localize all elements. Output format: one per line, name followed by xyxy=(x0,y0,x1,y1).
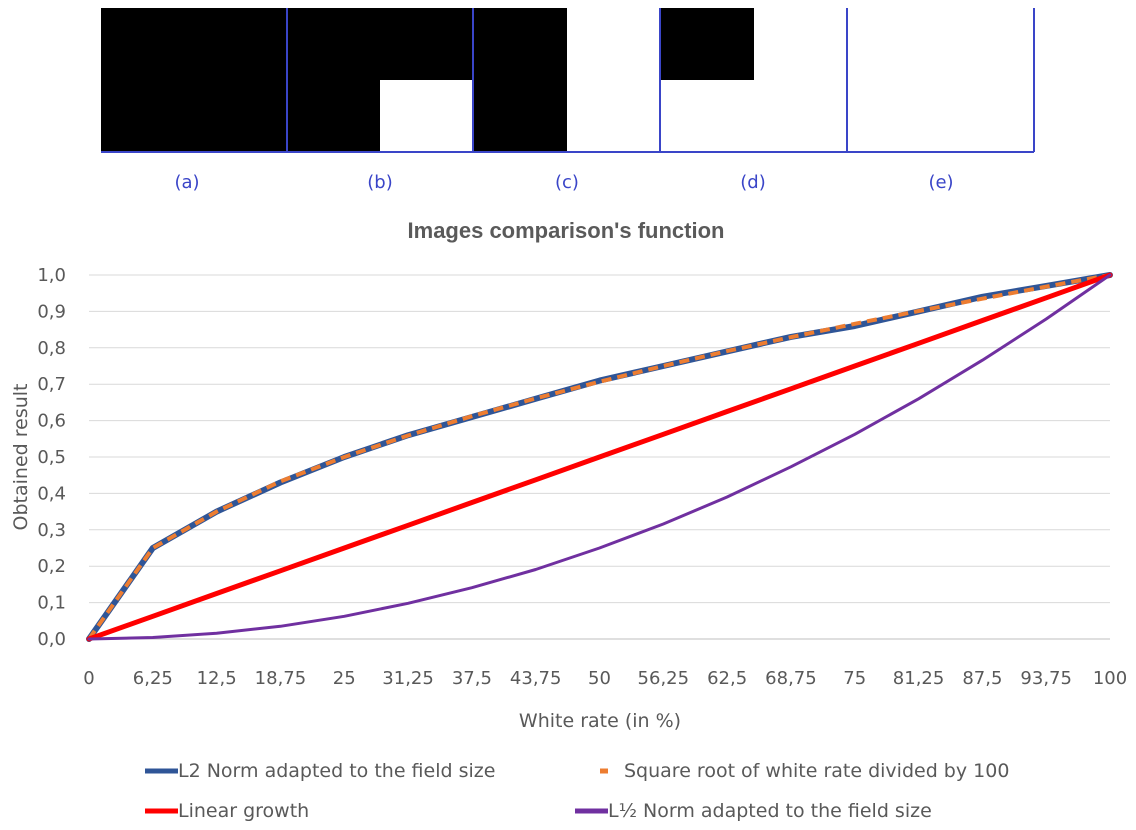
y-tick-label: 0,0 xyxy=(37,629,66,650)
y-tick-label: 0,1 xyxy=(37,593,66,614)
x-tick-label: 62,5 xyxy=(707,668,747,689)
panel-label-b: (b) xyxy=(367,172,392,193)
y-tick-label: 0,4 xyxy=(37,483,66,504)
y-tick-label: 0,5 xyxy=(37,447,66,468)
panel-label-d: (d) xyxy=(740,172,765,193)
x-axis-title: White rate (in %) xyxy=(519,710,681,732)
y-tick-label: 0,9 xyxy=(37,301,66,322)
series-lines xyxy=(86,272,1113,642)
x-tick-label: 50 xyxy=(588,668,611,689)
legend-label: L2 Norm adapted to the field size xyxy=(178,760,495,782)
panel-a-fill xyxy=(101,8,287,152)
panel-label-a: (a) xyxy=(174,172,199,193)
y-axis-title: Obtained result xyxy=(10,384,32,531)
x-tick-label: 75 xyxy=(843,668,866,689)
legend-label: L½ Norm adapted to the field size xyxy=(608,800,932,822)
series-line-4 xyxy=(87,273,1112,641)
panel-c-fill xyxy=(473,8,567,152)
panel-b-fill-top xyxy=(287,8,473,80)
x-tick-label: 81,25 xyxy=(893,668,945,689)
x-tick-label: 0 xyxy=(83,668,94,689)
x-tick-label: 68,75 xyxy=(765,668,817,689)
x-tick-label: 87,5 xyxy=(962,668,1002,689)
legend-label: Square root of white rate divided by 100 xyxy=(624,760,1009,782)
comparison-panels: (a) (b) (c) (d) (e) xyxy=(101,8,1035,193)
x-tick-label: 43,75 xyxy=(510,668,562,689)
panel-b-fill-left xyxy=(287,80,380,152)
legend-label: Linear growth xyxy=(178,800,309,822)
y-tick-labels: 0,0 0,1 0,2 0,3 0,4 0,5 0,6 0,7 0,8 0,9 1,0 xyxy=(37,265,66,650)
y-tick-label: 1,0 xyxy=(37,265,66,286)
x-tick-label: 25 xyxy=(333,668,356,689)
x-tick-labels: 0 6,25 12,5 18,75 25 31,25 37,5 43,75 50 56,25 62,… xyxy=(83,668,1127,689)
panel-borders xyxy=(101,8,1035,153)
x-tick-label: 6,25 xyxy=(133,668,173,689)
y-tick-label: 0,6 xyxy=(37,411,66,432)
panel-label-c: (c) xyxy=(555,172,579,193)
legend: L2 Norm adapted to the field size Square … xyxy=(145,760,1009,822)
x-tick-label: 31,25 xyxy=(382,668,434,689)
y-tick-label: 0,8 xyxy=(37,338,66,359)
x-tick-label: 37,5 xyxy=(452,668,492,689)
x-tick-label: 18,75 xyxy=(255,668,307,689)
x-tick-label: 93,75 xyxy=(1020,668,1072,689)
x-tick-label: 100 xyxy=(1093,668,1127,689)
chart-title: Images comparison's function xyxy=(408,218,725,243)
x-tick-label: 12,5 xyxy=(197,668,237,689)
x-tick-label: 56,25 xyxy=(638,668,690,689)
series-line-2 xyxy=(87,273,1111,641)
y-tick-label: 0,3 xyxy=(37,520,66,541)
y-tick-label: 0,7 xyxy=(37,374,66,395)
panel-d-fill xyxy=(660,8,754,80)
series-line-3 xyxy=(86,272,1113,642)
panel-label-e: (e) xyxy=(928,172,953,193)
y-tick-label: 0,2 xyxy=(37,556,66,577)
